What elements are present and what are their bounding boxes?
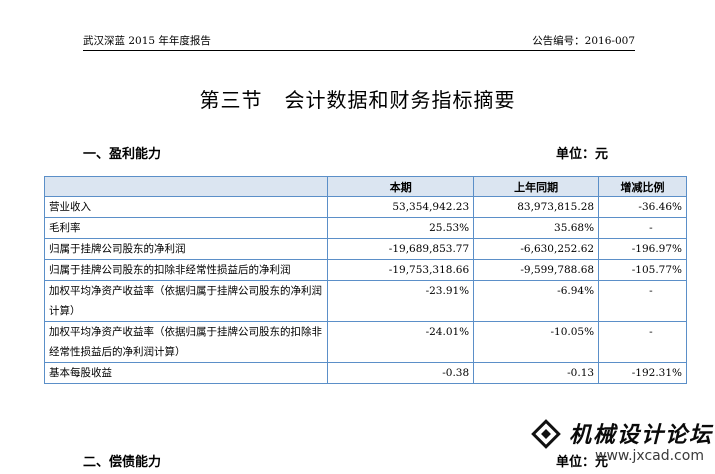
row-item: 归属于挂牌公司股东的净利润 <box>43 238 329 260</box>
row-current: 53,354,942.23 <box>327 196 475 218</box>
row-change: -36.46% <box>598 196 687 218</box>
row-previous: -0.13 <box>473 362 600 384</box>
row-previous: -9,599,788.68 <box>473 259 600 281</box>
table-row: 归属于挂牌公司股东的净利润 -19,689,853.77 -6,630,252.… <box>43 238 687 260</box>
row-previous: -6,630,252.62 <box>473 238 600 260</box>
row-item: 营业收入 <box>43 196 329 218</box>
solvency-unit-label: 单位：元 <box>556 455 609 470</box>
announcement-number: 公告编号：2016-007 <box>532 35 635 47</box>
profitability-unit-label: 单位：元 <box>556 147 609 162</box>
row-change: -105.77% <box>598 259 687 281</box>
row-item: 归属于挂牌公司股东的扣除非经常性损益后的净利润 <box>43 259 329 281</box>
column-header-item <box>43 176 329 197</box>
row-previous: -6.94% <box>473 280 600 322</box>
row-previous: 35.68% <box>473 217 600 239</box>
table-header-row: 本期 上年同期 增减比例 <box>43 176 687 197</box>
table-row: 毛利率 25.53% 35.68% - <box>43 217 687 239</box>
row-item: 基本每股收益 <box>43 362 329 384</box>
page-header: 武汉深蓝 2015 年年度报告 公告编号：2016-007 <box>83 33 635 51</box>
table-row: 营业收入 53,354,942.23 83,973,815.28 -36.46% <box>43 196 687 218</box>
section-title-text: 会计数据和财务指标摘要 <box>284 88 516 112</box>
profitability-table: 本期 上年同期 增减比例 营业收入 53,354,942.23 83,973,8… <box>43 176 687 384</box>
report-title: 武汉深蓝 2015 年年度报告 <box>83 35 211 47</box>
row-current: 25.53% <box>327 217 475 239</box>
row-previous: 83,973,815.28 <box>473 196 600 218</box>
row-item: 加权平均净资产收益率（依据归属于挂牌公司股东的扣除非经常性损益后的净利润计算） <box>43 321 329 363</box>
row-change: -192.31% <box>598 362 687 384</box>
watermark-url: www.jxcad.com <box>595 448 704 464</box>
row-current: -19,753,318.66 <box>327 259 475 281</box>
column-header-previous: 上年同期 <box>473 176 600 197</box>
forum-watermark: 机械设计论坛 www.jxcad.com <box>525 413 715 474</box>
row-change: -196.97% <box>598 238 687 260</box>
table-row: 基本每股收益 -0.38 -0.13 -192.31% <box>43 362 687 384</box>
row-previous: -10.05% <box>473 321 600 363</box>
row-current: -0.38 <box>327 362 475 384</box>
row-item: 毛利率 <box>43 217 329 239</box>
row-current: -19,689,853.77 <box>327 238 475 260</box>
table-row: 加权平均净资产收益率（依据归属于挂牌公司股东的净利润计算） -23.91% -6… <box>43 280 687 322</box>
column-header-current: 本期 <box>327 176 475 197</box>
section-number: 第三节 <box>199 88 263 112</box>
row-item: 加权平均净资产收益率（依据归属于挂牌公司股东的净利润计算） <box>43 280 329 322</box>
column-header-change: 增减比例 <box>598 176 687 197</box>
gear-logo-icon <box>531 419 561 449</box>
section-title: 第三节 会计数据和财务指标摘要 <box>0 84 715 113</box>
row-current: -23.91% <box>327 280 475 322</box>
profitability-heading: 一、盈利能力 <box>83 147 162 162</box>
row-change: - <box>598 280 687 322</box>
row-change: - <box>598 217 687 239</box>
watermark-title: 机械设计论坛 <box>569 423 714 448</box>
row-current: -24.01% <box>327 321 475 363</box>
table-row: 加权平均净资产收益率（依据归属于挂牌公司股东的扣除非经常性损益后的净利润计算） … <box>43 321 687 363</box>
row-change: - <box>598 321 687 363</box>
solvency-heading: 二、偿债能力 <box>83 455 162 470</box>
table-row: 归属于挂牌公司股东的扣除非经常性损益后的净利润 -19,753,318.66 -… <box>43 259 687 281</box>
